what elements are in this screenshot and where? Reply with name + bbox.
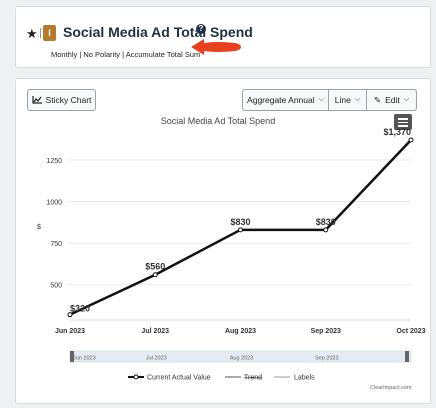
measure-badge: I xyxy=(43,25,56,41)
y-tick-label: 1250 xyxy=(46,158,62,165)
navigator-label: Jul 2023 xyxy=(146,356,167,362)
data-label: $320 xyxy=(70,304,90,314)
data-label: $830 xyxy=(230,217,250,227)
help-icon[interactable]: ? xyxy=(196,24,206,34)
chevron-down-icon: ⌵ xyxy=(403,96,410,103)
y-tick-label: 1000 xyxy=(46,200,62,207)
chart-title: Social Media Ad Total Spend xyxy=(160,116,276,126)
chevron-down-icon: ⌵ xyxy=(354,96,361,103)
chart-icon xyxy=(31,96,42,104)
line-type-label: Line xyxy=(334,95,351,105)
data-label: $560 xyxy=(145,262,165,272)
separator: | xyxy=(39,27,42,39)
measure-subtitle: Monthly | No Polarity | Accumulate Total… xyxy=(51,50,201,59)
navigator-label: Aug 2023 xyxy=(230,356,254,362)
edit-label: Edit xyxy=(385,95,400,105)
y-tick-label: 750 xyxy=(50,241,62,248)
navigator-handle-left xyxy=(70,351,74,362)
data-point xyxy=(323,227,329,233)
data-point xyxy=(238,227,243,233)
star-icon[interactable]: ★ xyxy=(26,26,38,41)
line-type-dropdown[interactable]: Line ⌵ xyxy=(329,89,367,111)
y-tick-label: 500 xyxy=(50,283,62,290)
x-tick-label: Aug 2023 xyxy=(225,328,256,335)
data-point xyxy=(67,312,73,318)
data-label: $1,370 xyxy=(383,127,411,137)
pencil-icon: ✎ xyxy=(373,94,382,105)
legend-label-labels: Labels xyxy=(294,375,315,382)
data-point xyxy=(152,272,158,278)
navigator-label: Sep 2023 xyxy=(315,356,339,362)
legend-label-actual: Current Actual Value xyxy=(147,375,211,382)
x-tick-label: Oct 2023 xyxy=(396,328,425,335)
chart-menu-icon[interactable] xyxy=(394,114,412,130)
header-card: ★ | I Social Media Ad Total Spend ? Mont… xyxy=(15,6,431,68)
navigator-label: Jun 2023 xyxy=(73,356,96,362)
legend-marker-actual xyxy=(133,374,139,380)
aggregate-label: Aggregate Annual xyxy=(247,95,315,105)
x-tick-label: Jul 2023 xyxy=(141,328,169,335)
legend-label-trend: Trend xyxy=(244,375,262,382)
sticky-chart-button[interactable]: Sticky Chart xyxy=(27,89,96,111)
x-tick-label: Sep 2023 xyxy=(311,328,341,335)
data-point xyxy=(408,137,414,143)
edit-dropdown[interactable]: ✎ Edit ⌵ xyxy=(367,89,417,111)
aggregate-dropdown[interactable]: Aggregate Annual ⌵ xyxy=(242,89,329,111)
data-label: $830 xyxy=(316,217,336,227)
annotation-arrow-icon xyxy=(191,39,241,55)
sticky-chart-label: Sticky Chart xyxy=(45,95,92,105)
x-tick-label: Jun 2023 xyxy=(55,328,85,335)
chevron-down-icon: ⌵ xyxy=(318,96,324,103)
y-axis-label: $ xyxy=(37,224,41,231)
chart-card xyxy=(15,78,431,404)
footer-credit: ClearImpact.com xyxy=(370,385,412,391)
navigator-handle-right xyxy=(405,351,409,362)
